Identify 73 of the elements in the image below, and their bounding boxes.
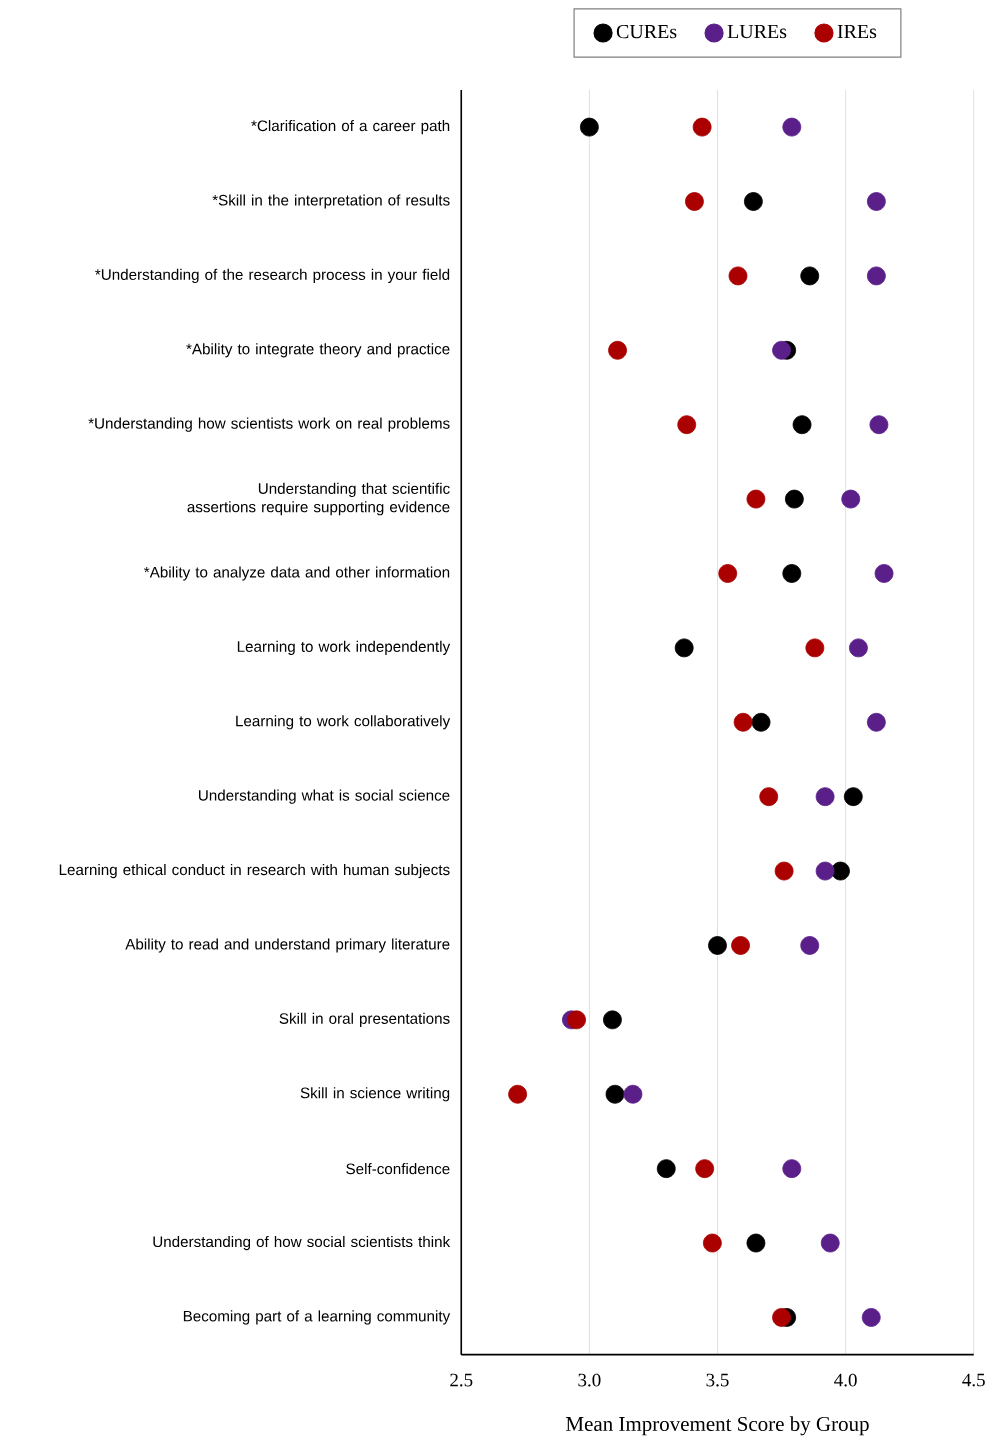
x-tick-label: 4.5 xyxy=(962,1373,985,1387)
point xyxy=(815,861,835,881)
y-tick-label: Ability to read and understand primary literature xyxy=(125,938,450,953)
x-tick-label: 3.5 xyxy=(706,1373,729,1387)
y-tick-label: Learning ethical conduct in research with human subjects xyxy=(59,863,450,879)
point xyxy=(707,936,727,955)
point xyxy=(782,117,802,137)
point xyxy=(608,340,627,360)
y-tick-label: Self-confidence xyxy=(346,1163,450,1175)
point xyxy=(695,1159,714,1179)
point xyxy=(841,489,860,509)
point xyxy=(869,415,889,435)
point xyxy=(718,564,738,583)
point xyxy=(815,787,835,807)
point xyxy=(602,1010,622,1030)
y-tick-label: Understanding what is social science xyxy=(198,789,450,804)
point xyxy=(792,415,812,435)
point xyxy=(805,638,825,658)
y-tick-label: Becoming part of a learning community xyxy=(183,1310,451,1325)
point xyxy=(733,712,753,732)
point xyxy=(674,638,694,658)
point xyxy=(772,340,791,360)
point xyxy=(843,787,863,807)
point xyxy=(743,192,763,211)
y-tick-label: *Ability to integrate theory and practice xyxy=(186,343,450,358)
x-axis-title: Mean Improvement Score by Group xyxy=(565,1416,869,1436)
legend-label: LUREs xyxy=(727,24,787,39)
point xyxy=(759,787,779,807)
point xyxy=(784,489,804,509)
point xyxy=(874,564,894,583)
y-tick-label: Learning to work collaboratively xyxy=(236,715,451,730)
y-tick-label: *Ability to analyze data and other information xyxy=(143,566,450,581)
y-tick-label: Skill in oral presentations xyxy=(279,1012,450,1027)
y-tick-label: *Understanding of the research process in your field xyxy=(94,268,450,283)
point xyxy=(866,266,886,286)
point xyxy=(677,415,697,435)
point xyxy=(800,936,819,955)
point xyxy=(866,192,886,211)
y-tick-label: *Clarification of a career path xyxy=(251,120,450,135)
y-tick-label: Understanding of how social scientists think xyxy=(153,1235,451,1251)
point xyxy=(656,1159,676,1179)
point xyxy=(751,712,771,732)
point xyxy=(623,1084,643,1104)
point xyxy=(605,1084,625,1104)
point xyxy=(848,638,868,658)
point xyxy=(746,1233,766,1253)
x-tick-label: 4.0 xyxy=(834,1373,857,1387)
point xyxy=(702,1233,722,1253)
x-tick-label: 3.0 xyxy=(578,1373,601,1387)
point xyxy=(579,117,599,137)
point xyxy=(800,266,819,286)
point xyxy=(567,1010,586,1030)
y-tick-label: *Skill in the interpretation of results xyxy=(212,194,450,209)
point xyxy=(820,1233,840,1253)
y-tick-label: Understanding that scientific assertions require supporting evidence xyxy=(187,482,450,516)
point xyxy=(866,712,886,732)
point xyxy=(746,489,766,509)
point xyxy=(772,1308,791,1327)
y-tick-label: Learning to work independently xyxy=(237,640,450,655)
point xyxy=(782,1159,802,1179)
point xyxy=(692,117,712,137)
legend-label: IREs xyxy=(837,24,877,39)
legend-label: CUREs xyxy=(616,24,677,39)
point xyxy=(731,936,750,955)
point xyxy=(508,1084,527,1104)
point xyxy=(782,564,802,583)
point xyxy=(684,192,704,211)
point xyxy=(861,1308,881,1327)
point xyxy=(728,266,748,286)
y-tick-label: *Understanding how scientists work on real problems xyxy=(88,417,450,432)
point xyxy=(774,861,794,881)
y-tick-label: Skill in science writing xyxy=(300,1087,450,1102)
x-tick-label: 2.5 xyxy=(450,1373,473,1387)
